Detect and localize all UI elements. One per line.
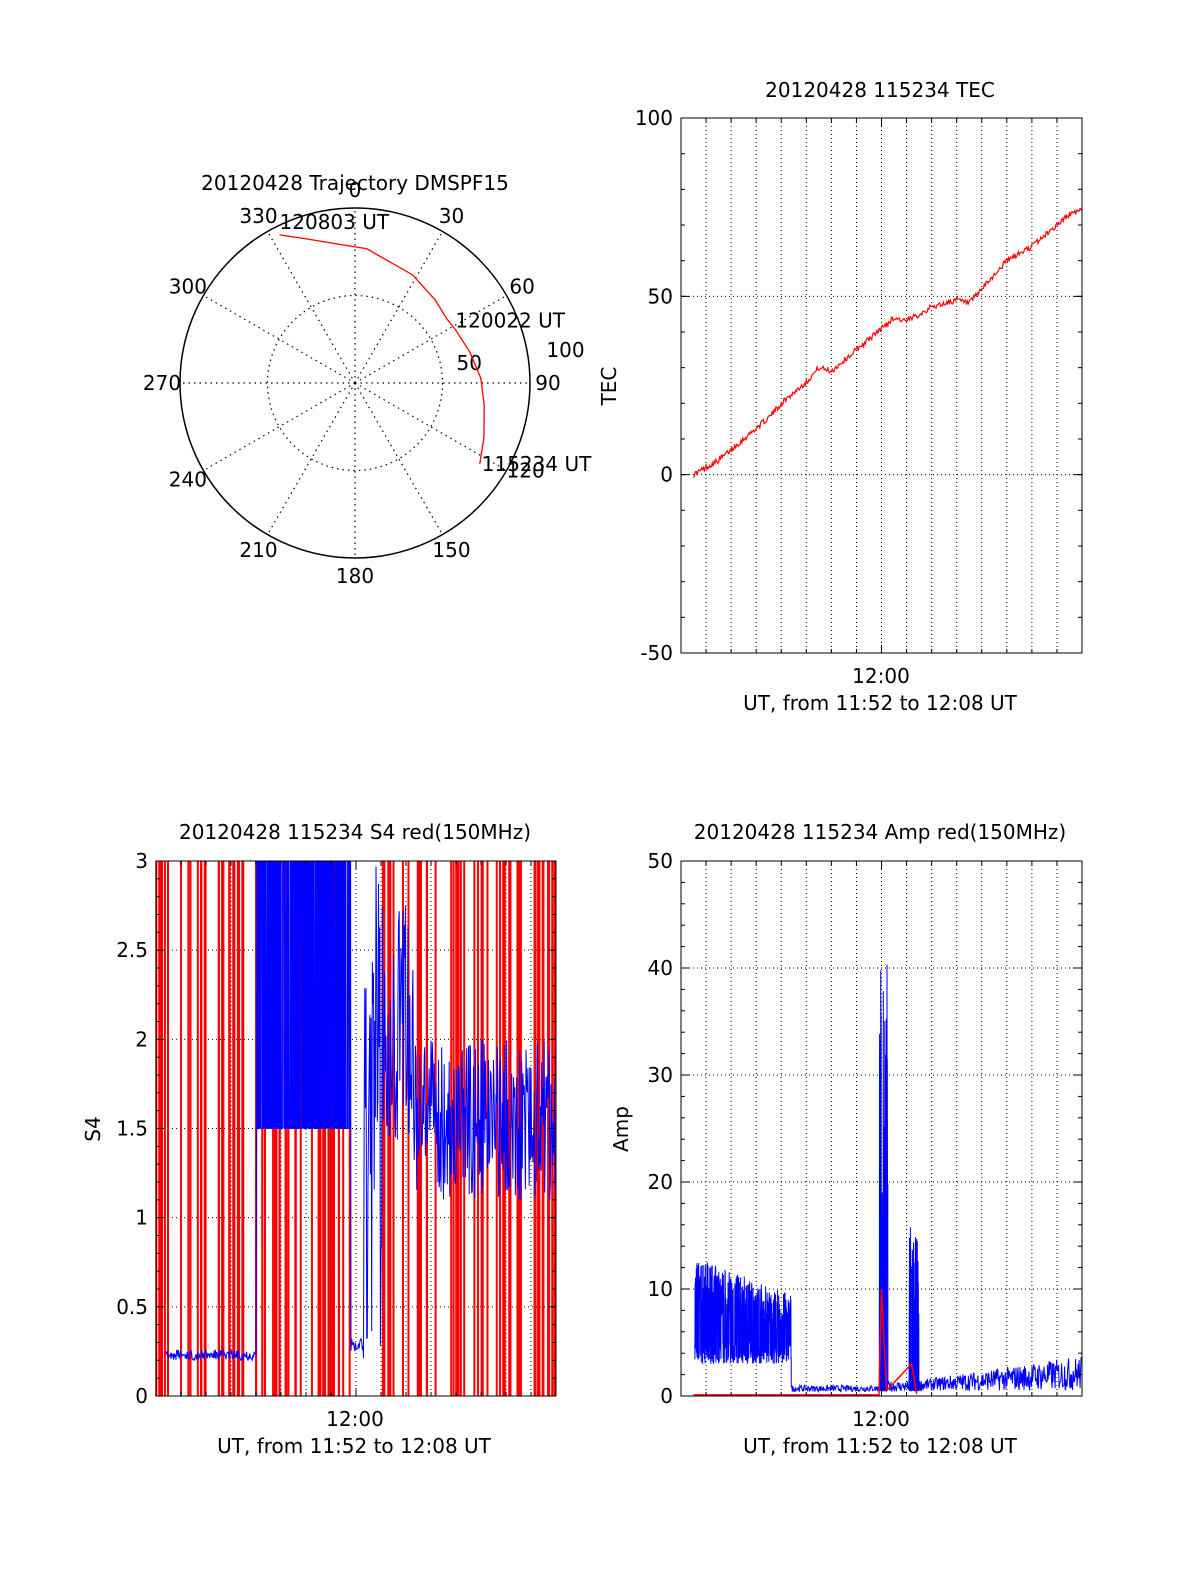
s4-title: 20120428 115234 S4 red(150MHz) xyxy=(179,820,531,844)
s4-x-tick-label: 12:00 xyxy=(326,1407,384,1431)
polar-angle-label: 210 xyxy=(239,538,277,562)
y-tick-label: 1 xyxy=(135,1206,148,1230)
amp-series xyxy=(693,964,1083,1396)
amp-xlabel: UT, from 11:52 to 12:08 UT xyxy=(743,1434,1018,1458)
polar-annotation: 120022 UT xyxy=(455,309,565,333)
tec-line xyxy=(692,207,1083,478)
y-tick-label: 3 xyxy=(135,849,148,873)
tec-series xyxy=(692,207,1083,478)
polar-angle-label: 240 xyxy=(169,468,207,492)
polar-annotation: 120 xyxy=(507,459,545,483)
s4-xlabel: UT, from 11:52 to 12:08 UT xyxy=(217,1434,492,1458)
y-tick-label: 50 xyxy=(648,284,673,308)
polar-spoke xyxy=(203,382,356,472)
polar-angle-label: 330 xyxy=(239,204,277,228)
polar-annotation: 115234 UT xyxy=(482,452,592,476)
trajectory-polar-panel: 20120428 Trajectory DMSPF15 0 30 60 90 150 18… xyxy=(143,171,592,588)
y-tick-label: 30 xyxy=(648,1063,673,1087)
amp-red-line xyxy=(693,1288,918,1396)
polar-ring xyxy=(266,294,444,472)
polar-angle-label: 0 xyxy=(349,178,362,202)
amp-ticks: 0 10 20 30 40 50 xyxy=(648,849,1083,1408)
polar-grid xyxy=(179,207,531,559)
polar-trajectory xyxy=(279,234,485,465)
s4-panel: 20120428 115234 S4 red(150MHz) 0 0.5 1 1.5 2… xyxy=(81,820,557,1458)
polar-spoke xyxy=(266,231,356,384)
y-tick-label: 20 xyxy=(648,1170,673,1194)
polar-angle-labels: 0 30 60 90 150 180 210 240 270 300 330 xyxy=(143,178,561,588)
polar-annotation: 120803 UT xyxy=(280,210,390,234)
tec-ylabel: TEC xyxy=(597,367,621,407)
y-tick-label: 2 xyxy=(135,1027,148,1051)
y-tick-label: -50 xyxy=(640,641,673,665)
polar-angle-label: 90 xyxy=(535,371,560,395)
amp-title: 20120428 115234 Amp red(150MHz) xyxy=(694,820,1066,844)
y-tick-label: 10 xyxy=(648,1277,673,1301)
polar-angle-label: 30 xyxy=(439,204,464,228)
amp-panel: 20120428 115234 Amp red(150MHz) 0 10 20 30 4… xyxy=(609,820,1083,1458)
s4-ticks: 0 0.5 1 1.5 2 2.5 3 xyxy=(116,849,557,1408)
tec-x-tick-label: 12:00 xyxy=(852,664,910,688)
s4-blue-line xyxy=(165,860,556,1362)
tec-ticks: -50 0 50 100 xyxy=(635,106,1083,665)
polar-ring xyxy=(179,207,531,559)
y-tick-label: 100 xyxy=(635,106,673,130)
s4-ylabel: S4 xyxy=(81,1116,105,1141)
polar-title: 20120428 Trajectory DMSPF15 xyxy=(201,171,509,195)
amp-x-tick-label: 12:00 xyxy=(852,1407,910,1431)
polar-radial-label: 100 xyxy=(546,338,584,362)
polar-angle-label: 150 xyxy=(432,538,470,562)
s4-grid xyxy=(156,861,556,1396)
polar-trajectory-line xyxy=(279,234,485,465)
y-tick-label: 0 xyxy=(660,1384,673,1408)
y-tick-label: 0 xyxy=(660,463,673,487)
amp-blue-line xyxy=(694,964,1083,1394)
y-tick-label: 0 xyxy=(135,1384,148,1408)
amp-ylabel: Amp xyxy=(609,1106,633,1152)
polar-spoke xyxy=(354,382,444,535)
y-tick-label: 1.5 xyxy=(116,1117,148,1141)
tec-panel: 20120428 115234 TEC -50 0 50 100 12:00 UT, … xyxy=(597,78,1083,715)
y-tick-label: 50 xyxy=(648,849,673,873)
y-tick-label: 0.5 xyxy=(116,1295,148,1319)
polar-angle-label: 300 xyxy=(169,275,207,299)
polar-spoke xyxy=(266,382,356,535)
polar-angle-label: 60 xyxy=(509,275,534,299)
y-tick-label: 2.5 xyxy=(116,938,148,962)
polar-angle-label: 270 xyxy=(143,371,181,395)
tec-grid xyxy=(681,118,1082,653)
tec-xlabel: UT, from 11:52 to 12:08 UT xyxy=(743,691,1018,715)
y-tick-label: 40 xyxy=(648,956,673,980)
polar-angle-label: 180 xyxy=(336,564,374,588)
tec-title: 20120428 115234 TEC xyxy=(765,78,995,102)
